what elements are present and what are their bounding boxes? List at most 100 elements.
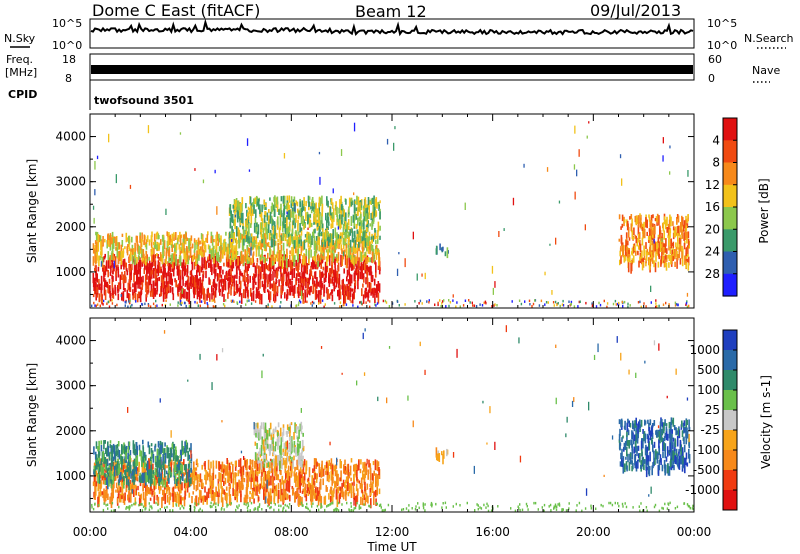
power-mark [131,254,134,265]
power-mark [213,299,215,302]
power-mark [239,212,242,219]
power-mark [168,253,170,263]
power-mark [629,304,631,307]
power-mark [155,232,158,240]
power-mark [267,279,269,288]
velocity-mark [176,455,178,462]
power-mark [318,226,321,234]
power-mark [132,283,134,288]
power-mark [310,286,312,293]
power-mark [169,262,172,273]
power-mark [296,248,299,256]
power-mark [120,250,123,259]
power-mark [107,260,110,269]
power-mark [343,218,346,227]
power-mark [165,251,168,259]
power-mark [126,270,129,276]
power-mark [199,246,202,251]
power-mark [243,238,245,246]
power-mark [112,238,115,249]
power-mark [686,292,689,297]
power-mark [375,240,377,245]
power-mark [141,257,143,262]
velocity-mark [295,466,298,470]
power-mark [100,275,103,286]
power-mark [285,205,287,210]
power-mark [163,240,166,250]
power-mark [280,245,283,251]
velocity-mark [237,469,240,477]
power-mark [94,304,96,307]
power-mark [367,236,369,246]
velocity-mark [273,497,275,502]
velocity-mark [366,483,369,490]
power-mark [256,289,259,299]
velocity-mark [236,490,239,497]
power-mark [326,196,328,201]
velocity-mark [342,491,345,500]
power-mark [345,231,348,236]
velocity-mark [220,492,223,503]
power-mark [230,286,232,296]
power-mark [347,285,349,297]
power-mark [120,294,122,297]
velocity-mark [172,486,175,494]
velocity-mark [132,440,135,450]
velocity-mark [107,445,110,457]
power-mark [631,218,633,227]
power-mark [307,227,309,230]
power-mark [252,209,254,216]
power-mark [336,271,339,278]
power-mark [240,293,243,304]
power-mark [632,255,635,263]
power-mark [233,284,236,292]
power-mark [379,211,381,220]
velocity-mark [217,497,220,504]
power-mark [137,255,140,260]
power-mark [341,204,343,211]
velocity-mark [163,448,166,455]
power-mark [208,277,210,285]
velocity-mark [176,479,178,486]
power-mark [314,283,317,293]
velocity-mark [343,464,345,474]
power-mark [147,125,150,134]
power-mark [169,272,171,277]
power-mark [162,292,165,302]
power-mark [334,234,337,238]
power-mark [437,303,439,307]
power-mark [326,219,328,229]
power-mark [633,227,635,236]
power-mark [238,232,241,240]
power-mark [557,302,559,305]
power-mark [300,263,303,273]
power-mark [230,268,232,275]
velocity-mark [263,466,265,472]
velocity-mark [168,496,171,505]
power-mark [231,278,233,282]
power-mark [318,220,320,229]
power-mark [345,224,347,236]
velocity-mark [191,496,193,504]
power-mark [365,301,367,304]
power-mark [666,227,668,233]
velocity-mark [138,466,140,473]
power-mark [185,268,187,273]
power-mark [652,242,655,253]
velocity-mark [184,490,186,500]
power-mark [656,305,658,308]
power-mark [304,222,306,228]
power-mark [371,245,374,255]
velocity-mark [376,486,378,496]
power-mark [345,244,348,252]
power-mark [318,206,321,214]
power-mark [648,214,650,218]
velocity-mark [328,493,330,500]
power-mark [313,208,316,217]
power-mark [199,277,202,281]
power-mark [179,302,181,305]
power-mark [337,277,339,284]
velocity-mark [240,466,242,477]
power-mark [366,266,368,271]
power-mark [175,280,177,288]
